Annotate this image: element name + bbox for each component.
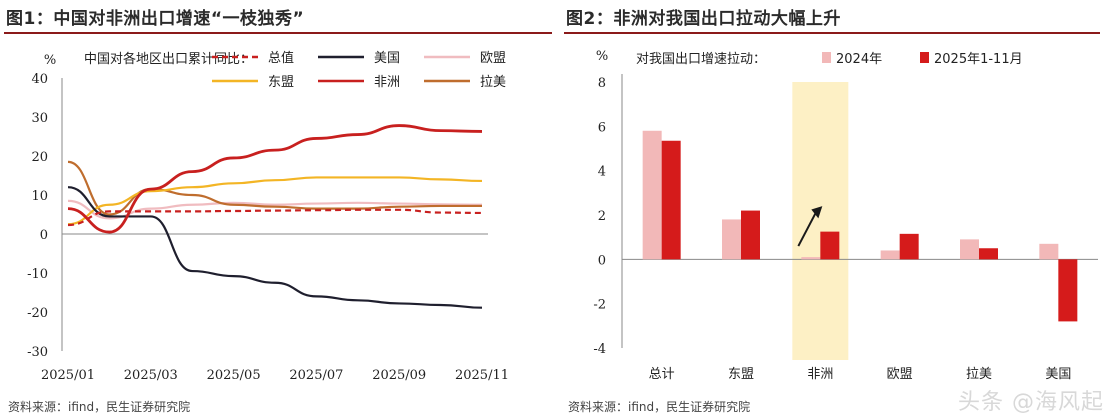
watermark: 头条 @海风起 xyxy=(958,390,1104,415)
arrow-shaft xyxy=(797,211,818,247)
x-tick-label: 2025/01 xyxy=(41,368,95,383)
bar-总计-2025年1-11月 xyxy=(661,140,681,260)
bar-非洲-2024年 xyxy=(801,257,821,260)
y-tick-label: 30 xyxy=(31,111,48,126)
x-tick-label: 美国 xyxy=(1045,367,1071,382)
series-line-总值 xyxy=(67,208,483,227)
x-tick-label: 2025/09 xyxy=(372,368,426,383)
y-axis-unit: % xyxy=(44,53,56,68)
legend-swatch xyxy=(920,52,929,63)
bar-非洲-2025年1-11月 xyxy=(820,231,840,260)
figure2-source: 资料来源：ifind，民生证券研究院 xyxy=(568,400,751,414)
legend-title: 中国对各地区出口累计同比： xyxy=(84,51,253,67)
y-tick-label: 10 xyxy=(31,189,48,204)
legend-title: 对我国出口增速拉动： xyxy=(636,52,766,67)
bar-欧盟-2024年 xyxy=(880,250,900,260)
x-tick-label: 2025/07 xyxy=(289,368,343,383)
figure2-title: 图2：非洲对我国出口拉动大幅上升 xyxy=(566,9,841,29)
x-tick-label: 东盟 xyxy=(728,367,754,382)
y-tick-label: -2 xyxy=(593,298,606,313)
y-tick-label: 0 xyxy=(40,228,48,243)
series-line-拉美 xyxy=(67,160,482,216)
legend-label: 欧盟 xyxy=(480,51,506,66)
y-tick-label: -30 xyxy=(27,345,48,360)
y-tick-label: 0 xyxy=(598,253,606,268)
y-tick-label: 20 xyxy=(31,150,48,165)
bar-美国-2024年 xyxy=(1039,243,1059,260)
y-axis-unit: % xyxy=(596,49,608,64)
y-tick-label: 40 xyxy=(31,72,48,87)
legend-label: 东盟 xyxy=(268,75,294,90)
bar-东盟-2024年 xyxy=(722,219,741,260)
figure1-source: 资料来源：ifind，民生证券研究院 xyxy=(8,400,191,414)
legend-label: 美国 xyxy=(374,51,400,66)
arrow-head-icon xyxy=(811,206,823,219)
y-tick-label: 4 xyxy=(598,165,606,180)
legend-label: 总值 xyxy=(268,50,294,66)
series-line-美国 xyxy=(67,186,483,309)
figure1-title-rule xyxy=(4,32,552,34)
x-tick-label: 2025/11 xyxy=(455,368,509,383)
legend-label: 拉美 xyxy=(480,75,506,90)
legend-label: 2025年1-11月 xyxy=(934,52,1023,67)
figure1-title: 图1：中国对非洲出口增速“一枝独秀” xyxy=(6,9,305,29)
legend-label: 非洲 xyxy=(374,75,400,90)
y-tick-label: 2 xyxy=(598,209,606,224)
series-line-非洲 xyxy=(67,124,483,234)
legend-label: 2024年 xyxy=(836,52,882,67)
y-tick-label: 8 xyxy=(598,76,606,91)
bar-欧盟-2025年1-11月 xyxy=(899,233,919,260)
line-chart: % -30 -20 -10 0 10 20 30 40 2025/01 2025/03 2025/05… xyxy=(27,50,509,383)
x-tick-label: 2025/05 xyxy=(207,368,261,383)
bar-拉美-2024年 xyxy=(960,239,979,260)
x-tick-label: 拉美 xyxy=(966,367,992,382)
x-tick-label: 欧盟 xyxy=(887,367,913,382)
figure2-panel: 图2：非洲对我国出口拉动大幅上升 % -4 -2 0 2 4 6 8 对我国出口增速拉动： 202… xyxy=(560,0,1108,416)
figure2-title-rule xyxy=(564,32,1100,34)
bar-拉美-2025年1-11月 xyxy=(979,248,998,260)
series-line-东盟 xyxy=(67,176,483,226)
x-tick-label: 2025/03 xyxy=(124,368,178,383)
x-tick-label: 总计 xyxy=(649,367,675,382)
y-tick-label: 6 xyxy=(598,120,606,135)
x-tick-label: 非洲 xyxy=(807,367,833,382)
legend-swatch xyxy=(822,52,831,63)
y-tick-label: -20 xyxy=(27,306,48,321)
y-tick-label: -10 xyxy=(27,267,48,282)
bar-总计-2024年 xyxy=(642,130,662,260)
bar-美国-2025年1-11月 xyxy=(1058,259,1078,322)
highlight-band xyxy=(792,82,849,360)
bar-东盟-2025年1-11月 xyxy=(741,210,760,260)
y-tick-label: -4 xyxy=(593,342,606,357)
figure1-panel: 图1：中国对非洲出口增速“一枝独秀” % -30 -20 -10 0 10 20 30 40 20… xyxy=(4,9,552,414)
